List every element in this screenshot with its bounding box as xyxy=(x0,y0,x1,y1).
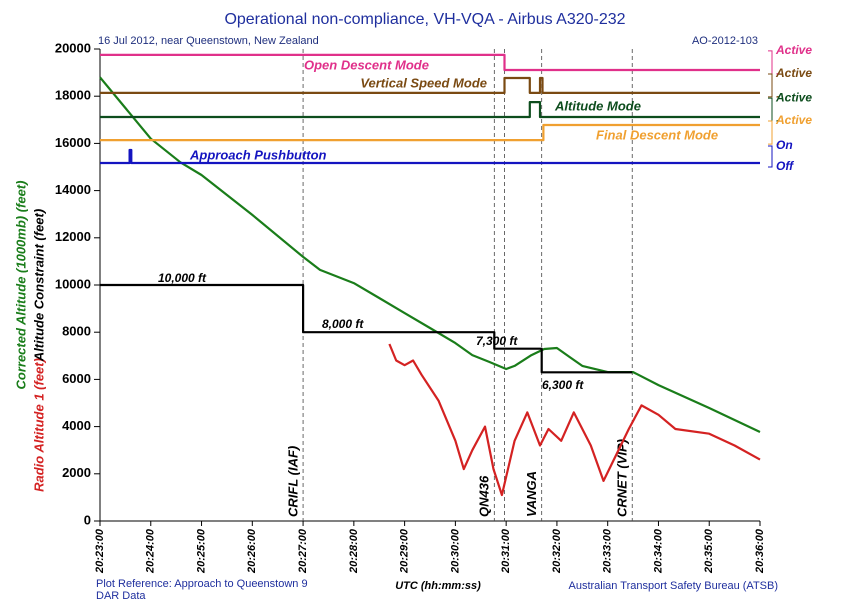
x-tick-label: 20:28:00 xyxy=(348,528,360,574)
state-bracket xyxy=(768,73,773,98)
y-tick-label: 4000 xyxy=(62,418,91,433)
series-line xyxy=(99,76,761,433)
series-line xyxy=(100,76,760,94)
state-label: - xyxy=(776,66,780,80)
mode-label: Altitude Mode xyxy=(554,98,641,113)
step-label: 8,000 ft xyxy=(322,317,364,331)
y-tick-label: 18000 xyxy=(55,88,91,103)
mode-label: Vertical Speed Mode xyxy=(360,75,487,90)
mode-label: Approach Pushbutton xyxy=(189,147,327,162)
x-tick-label: 20:27:00 xyxy=(297,528,309,574)
step-label: 7,300 ft xyxy=(476,334,518,348)
event-label: QN436 xyxy=(477,475,492,517)
step-label: 10,000 ft xyxy=(158,271,207,285)
x-tick-label: 20:33:00 xyxy=(602,528,614,574)
series-line xyxy=(100,53,760,72)
y-tick-label: 14000 xyxy=(55,182,91,197)
y-axis-label: Radio Altitude 1 (feet) xyxy=(31,358,46,492)
x-tick-label: 20:34:00 xyxy=(652,528,664,574)
x-tick-label: 20:29:00 xyxy=(399,528,411,574)
x-axis-label: UTC (hh:mm:ss) xyxy=(395,580,481,592)
state-bracket xyxy=(768,97,773,122)
x-tick-label: 20:23:00 xyxy=(94,528,106,574)
y-tick-label: 2000 xyxy=(62,465,91,480)
x-tick-label: 20:30:00 xyxy=(449,528,461,574)
event-label: VANGA xyxy=(524,471,539,517)
state-bracket xyxy=(768,50,773,75)
report-id: AO-2012-103 xyxy=(692,35,758,47)
y-tick-label: 10000 xyxy=(55,276,91,291)
x-tick-label: 20:35:00 xyxy=(703,528,715,574)
footer-right: Australian Transport Safety Bureau (ATSB… xyxy=(569,580,779,592)
series-line xyxy=(100,283,633,374)
state-label: Active xyxy=(775,43,812,57)
y-tick-label: 8000 xyxy=(62,324,91,339)
x-tick-label: 20:31:00 xyxy=(500,528,512,574)
series-line xyxy=(100,123,760,142)
event-label: CRNET (VIP) xyxy=(615,439,630,517)
mode-label: Final Descent Mode xyxy=(596,127,718,142)
state-label: - xyxy=(776,113,780,127)
state-label: Off xyxy=(776,159,794,173)
series-line xyxy=(388,343,761,497)
y-tick-label: 12000 xyxy=(55,229,91,244)
state-label: - xyxy=(776,89,780,103)
state-label: Active xyxy=(775,90,812,104)
series-line xyxy=(100,148,760,165)
chart-subtitle: 16 Jul 2012, near Queenstown, New Zealan… xyxy=(98,35,319,47)
state-label: On xyxy=(776,138,793,152)
y-tick-label: 6000 xyxy=(62,371,91,386)
x-tick-label: 20:25:00 xyxy=(195,528,207,574)
x-tick-label: 20:32:00 xyxy=(551,528,563,574)
state-label: - xyxy=(776,136,780,150)
y-tick-label: 20000 xyxy=(55,40,91,55)
x-tick-label: 20:36:00 xyxy=(754,528,766,574)
y-tick-label: 16000 xyxy=(55,135,91,150)
y-axis-label: Corrected Altitude (1000mb) (feet) xyxy=(13,181,28,390)
mode-label: Open Descent Mode xyxy=(304,57,429,72)
state-label: Active xyxy=(775,66,812,80)
y-axis-label: Altitude Constraint (feet) xyxy=(31,209,46,362)
event-label: CRIFL (IAF) xyxy=(286,446,301,517)
series-line xyxy=(100,101,760,119)
footer-left: DAR Data xyxy=(96,590,146,602)
step-label: 6,300 ft xyxy=(542,378,584,392)
footer-left: Plot Reference: Approach to Queenstown 9 xyxy=(96,578,308,590)
state-label: Active xyxy=(775,113,812,127)
x-tick-label: 20:24:00 xyxy=(145,528,157,574)
chart-title: Operational non-compliance, VH-VQA - Air… xyxy=(224,11,625,28)
y-tick-label: 0 xyxy=(84,512,91,527)
state-bracket xyxy=(768,145,773,168)
state-bracket xyxy=(768,120,773,145)
x-tick-label: 20:26:00 xyxy=(246,528,258,574)
